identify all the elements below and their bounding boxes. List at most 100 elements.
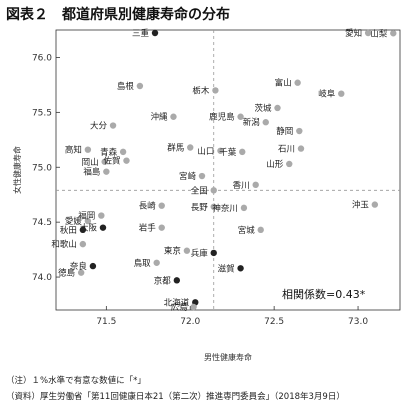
- y-tick-label: 74.0: [32, 273, 52, 283]
- point-label: 富山: [275, 78, 292, 89]
- note-text: （注）１%水準で有意な数値に「*」: [6, 376, 146, 386]
- x-tick-label: 72.0: [180, 317, 200, 327]
- x-tick-label: 73.0: [348, 317, 368, 327]
- point-label: 大分: [90, 121, 108, 132]
- point-label: 鹿児島: [209, 112, 235, 123]
- point-label: 広島: [171, 302, 189, 313]
- point-label: 静岡: [276, 126, 293, 137]
- reference-lines: [56, 30, 400, 310]
- y-tick-label: 76.0: [32, 53, 52, 63]
- point-label: 秋田: [60, 225, 77, 236]
- data-point: [79, 226, 87, 234]
- data-point: [84, 146, 92, 153]
- data-point: [252, 181, 259, 189]
- y-axis-label: 女性健康寿命: [12, 146, 22, 194]
- point-label: 沖縄: [150, 112, 168, 123]
- data-point: [119, 148, 127, 156]
- point-label: 滋賀: [218, 263, 236, 274]
- data-point: [99, 224, 107, 231]
- data-point: [109, 122, 117, 129]
- point-label: 北海道: [164, 297, 190, 308]
- point-label: 鳥取: [134, 258, 152, 269]
- point-label: 香川: [233, 180, 250, 191]
- point-label: 新潟: [243, 117, 261, 128]
- point-label: 京都: [154, 275, 172, 286]
- y-axis: 74.0 74.5 75.0 75.5 76.0: [32, 53, 60, 283]
- x-axis: 71.5 72.0 72.5 73.0: [96, 306, 368, 327]
- data-point: [239, 148, 246, 156]
- point-label: 沖玉: [352, 200, 370, 211]
- data-point: [240, 204, 248, 212]
- point-label: 神奈川: [212, 203, 238, 214]
- data-point: [296, 127, 303, 135]
- data-point: [338, 90, 345, 97]
- data-point: [262, 119, 269, 126]
- data-point: [274, 104, 281, 112]
- point-label: 千葉: [219, 147, 237, 158]
- data-point: [371, 201, 379, 208]
- data-point: [103, 168, 110, 175]
- point-label: 山口: [197, 146, 214, 157]
- point-label: 愛媛: [65, 216, 83, 227]
- data-point: [151, 29, 159, 37]
- scatter-chart: 71.5 72.0 72.5 73.0 74.0 74.5 75.0 75.5 76.0 三重…: [12, 28, 401, 362]
- data-point: [173, 277, 181, 284]
- point-label: 宮城: [238, 225, 256, 236]
- point-label: 高知: [65, 145, 82, 156]
- data-point: [187, 144, 194, 151]
- data-point: [136, 82, 144, 90]
- x-axis-label: 男性健康寿命: [204, 352, 252, 362]
- y-tick-label: 75.0: [32, 163, 52, 173]
- data-point: [170, 113, 177, 120]
- x-tick-label: 72.5: [264, 317, 284, 327]
- point-label: 三重: [132, 28, 150, 39]
- data-point: [257, 226, 264, 234]
- point-label: 東京: [164, 246, 181, 257]
- point-label: 宮崎: [179, 171, 197, 182]
- data-point: [89, 262, 97, 270]
- y-tick-label: 75.5: [32, 108, 52, 118]
- point-label: 福岡: [78, 211, 95, 222]
- data-point: [364, 29, 372, 37]
- point-label: 大阪: [80, 223, 98, 234]
- data-point: [153, 259, 160, 266]
- data-point: [123, 157, 130, 164]
- data-point: [294, 79, 301, 86]
- data-point: [84, 217, 92, 225]
- data-point: [77, 269, 85, 276]
- data-point: [286, 160, 293, 168]
- plot-frame: [55, 29, 401, 311]
- data-point: [390, 30, 397, 37]
- data-point: [210, 249, 217, 257]
- data-point: [297, 145, 305, 152]
- y-tick-label: 74.5: [32, 218, 52, 228]
- point-label: 岡山: [82, 157, 99, 168]
- data-point: [212, 87, 219, 94]
- point-label: 徳島: [58, 268, 76, 279]
- x-tick-label: 71.5: [96, 317, 116, 327]
- data-point: [237, 113, 244, 120]
- point-label: 島根: [117, 81, 135, 92]
- point-label: 全国: [191, 185, 208, 196]
- point-label: 長野: [191, 203, 209, 213]
- point-label: 岐阜: [318, 89, 336, 100]
- point-label: 岩手: [139, 223, 157, 234]
- point-label: 奈良: [70, 261, 88, 272]
- correlation-annotation: 相関係数=0.43*: [282, 288, 366, 301]
- point-label: 山梨: [370, 28, 388, 39]
- data-point: [98, 212, 105, 219]
- data-point: [79, 240, 87, 248]
- figure-title: 図表２ 都道府県別健康寿命の分布: [6, 7, 230, 23]
- data-point: [237, 265, 244, 272]
- point-label: 福島: [83, 167, 101, 178]
- data-points: [77, 29, 397, 311]
- point-label: 山形: [266, 159, 284, 170]
- data-point: [210, 203, 217, 210]
- point-label: 長崎: [139, 201, 157, 212]
- point-label: 兵庫: [191, 248, 209, 259]
- point-label: 愛知: [345, 28, 362, 39]
- point-label: 青森: [100, 147, 118, 158]
- data-point: [198, 172, 206, 180]
- data-point: [210, 187, 217, 194]
